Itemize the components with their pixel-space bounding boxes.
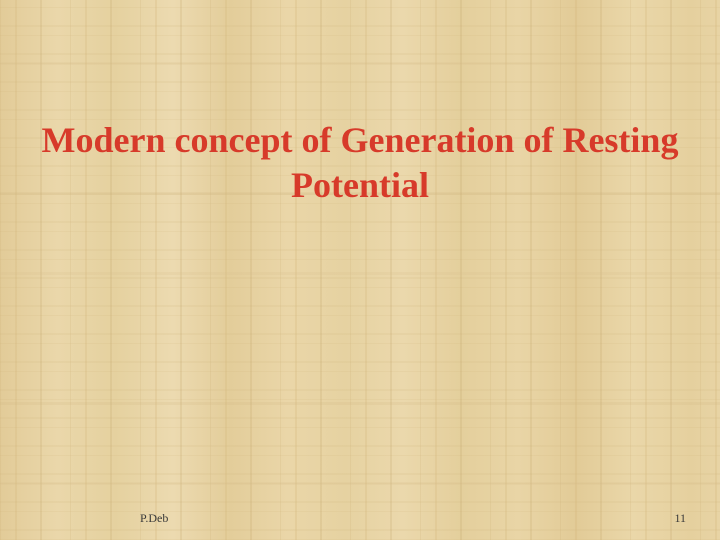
slide-title: Modern concept of Generation of Resting … [0, 118, 720, 208]
slide: Modern concept of Generation of Resting … [0, 0, 720, 540]
footer-page-number: 11 [674, 511, 686, 526]
slide-background [0, 0, 720, 540]
footer-author: P.Deb [140, 511, 168, 526]
